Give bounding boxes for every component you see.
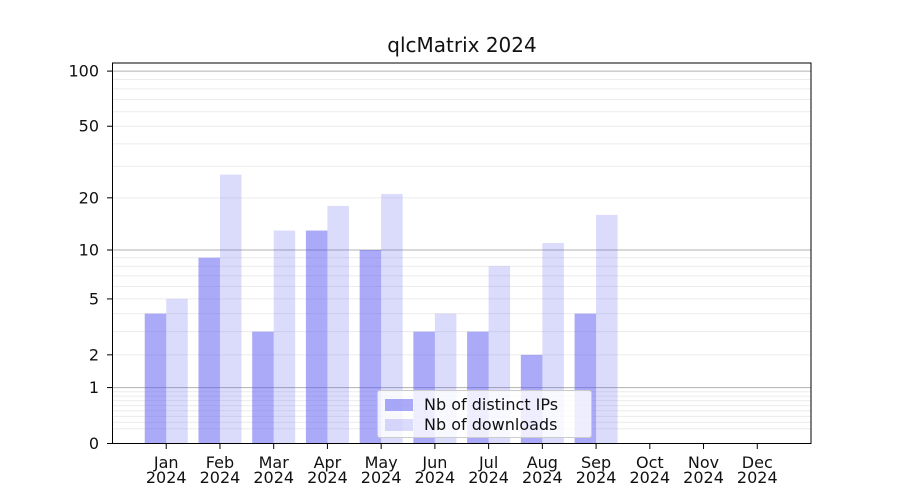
legend-swatch-downloads <box>385 419 413 431</box>
x-tick-label-month: Sep <box>581 453 611 472</box>
x-tick-label-month: Oct <box>636 453 664 472</box>
x-tick-label-month: Jul <box>478 453 498 472</box>
x-tick-label-year: 2024 <box>468 468 509 487</box>
x-tick-label-year: 2024 <box>629 468 670 487</box>
legend-item-downloads: Nb of downloads <box>385 415 585 435</box>
x-tick-label-month: Mar <box>259 453 290 472</box>
bar-distinct-ips-jan <box>144 313 167 444</box>
bar-distinct-ips-feb <box>198 257 220 444</box>
x-tick-label-year: 2024 <box>253 468 294 487</box>
x-tick-label-year: 2024 <box>576 468 617 487</box>
bar-downloads-sep <box>596 214 618 444</box>
bar-downloads-apr <box>327 205 349 444</box>
x-tick-label-month: Nov <box>688 453 719 472</box>
bar-downloads-mar <box>273 230 296 444</box>
x-tick-label-month: Feb <box>206 453 234 472</box>
y-tick-label: 0 <box>89 434 99 453</box>
legend-item-distinct-ips: Nb of distinct IPs <box>385 395 585 415</box>
x-tick-label-year: 2024 <box>737 468 778 487</box>
chart-title: qlcMatrix 2024 <box>387 33 536 57</box>
legend-label-distinct-ips: Nb of distinct IPs <box>424 395 559 414</box>
x-tick-label-year: 2024 <box>361 468 402 487</box>
x-tick-label-month: Dec <box>742 453 773 472</box>
x-tick-label-year: 2024 <box>522 468 563 487</box>
bar-distinct-ips-apr <box>305 230 328 444</box>
bar-downloads-jan <box>166 298 188 444</box>
bar-distinct-ips-may <box>359 250 382 444</box>
legend: Nb of distinct IPs Nb of downloads <box>377 390 592 438</box>
legend-label-downloads: Nb of downloads <box>424 415 558 434</box>
bar-downloads-may <box>381 194 403 444</box>
y-tick-label: 100 <box>68 62 99 81</box>
x-tick-label-year: 2024 <box>683 468 724 487</box>
x-tick-label-year: 2024 <box>307 468 348 487</box>
plot-border <box>112 62 812 444</box>
y-tick-label: 20 <box>79 188 99 207</box>
x-tick-label-month: May <box>365 453 398 472</box>
x-tick-label-month: Jun <box>421 453 447 472</box>
y-tick-label: 5 <box>89 289 99 308</box>
bar-distinct-ips-mar <box>252 331 274 444</box>
bar-downloads-feb <box>219 174 242 444</box>
x-tick-label-year: 2024 <box>146 468 187 487</box>
x-tick-label-year: 2024 <box>415 468 456 487</box>
y-tick-label: 2 <box>89 345 99 364</box>
legend-swatch-distinct-ips <box>385 399 413 411</box>
x-tick-label-year: 2024 <box>200 468 241 487</box>
y-tick-label: 10 <box>79 241 99 260</box>
x-tick-label-month: Jan <box>153 453 179 472</box>
y-tick-label: 50 <box>79 117 99 136</box>
x-tick-label-month: Aug <box>527 453 558 472</box>
x-tick-label-month: Apr <box>314 453 342 472</box>
y-tick-label: 1 <box>89 378 99 397</box>
